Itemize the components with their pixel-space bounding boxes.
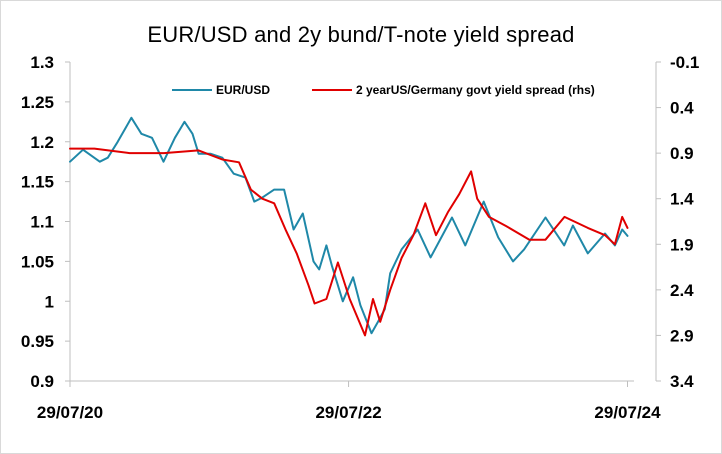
right-tick-label: -0.1 <box>670 53 699 72</box>
yield-spread-line <box>69 147 629 337</box>
right-tick-label: 1.9 <box>670 235 694 254</box>
chart-series <box>69 116 629 337</box>
eurusd-line <box>69 116 629 335</box>
chart-axes: 1.3 1.25 1.2 1.15 1.1 1.05 1 0.95 0.9 -0.1 0.4 0.9 1… <box>21 53 699 422</box>
left-tick-label: 1.2 <box>30 133 54 152</box>
chart-title: EUR/USD and 2y bund/T-note yield spread <box>147 22 575 47</box>
legend-label-eurusd: EUR/USD <box>216 83 270 97</box>
left-tick-label: 1.25 <box>21 93 54 112</box>
right-tick-label: 2.9 <box>670 326 694 345</box>
left-tick-label: 1.05 <box>21 252 54 271</box>
left-tick-label: 1.3 <box>30 53 54 72</box>
left-tick-label: 0.9 <box>30 372 54 391</box>
x-tick-label: 29/07/22 <box>315 403 381 422</box>
right-tick-label: 2.4 <box>670 281 694 300</box>
chart-legend: EUR/USD 2 yearUS/Germany govt yield sprea… <box>172 83 595 97</box>
right-tick-label: 1.4 <box>670 190 694 209</box>
x-tick-label: 29/07/24 <box>594 403 661 422</box>
left-tick-label: 0.95 <box>21 332 54 351</box>
left-tick-label: 1 <box>45 292 54 311</box>
left-tick-label: 1.15 <box>21 173 54 192</box>
right-tick-label: 3.4 <box>670 372 694 391</box>
right-tick-label: 0.4 <box>670 99 694 118</box>
legend-label-spread: 2 yearUS/Germany govt yield spread (rhs) <box>356 83 595 97</box>
x-tick-label: 29/07/20 <box>37 403 103 422</box>
right-tick-label: 0.9 <box>670 144 694 163</box>
left-tick-label: 1.1 <box>30 213 54 232</box>
